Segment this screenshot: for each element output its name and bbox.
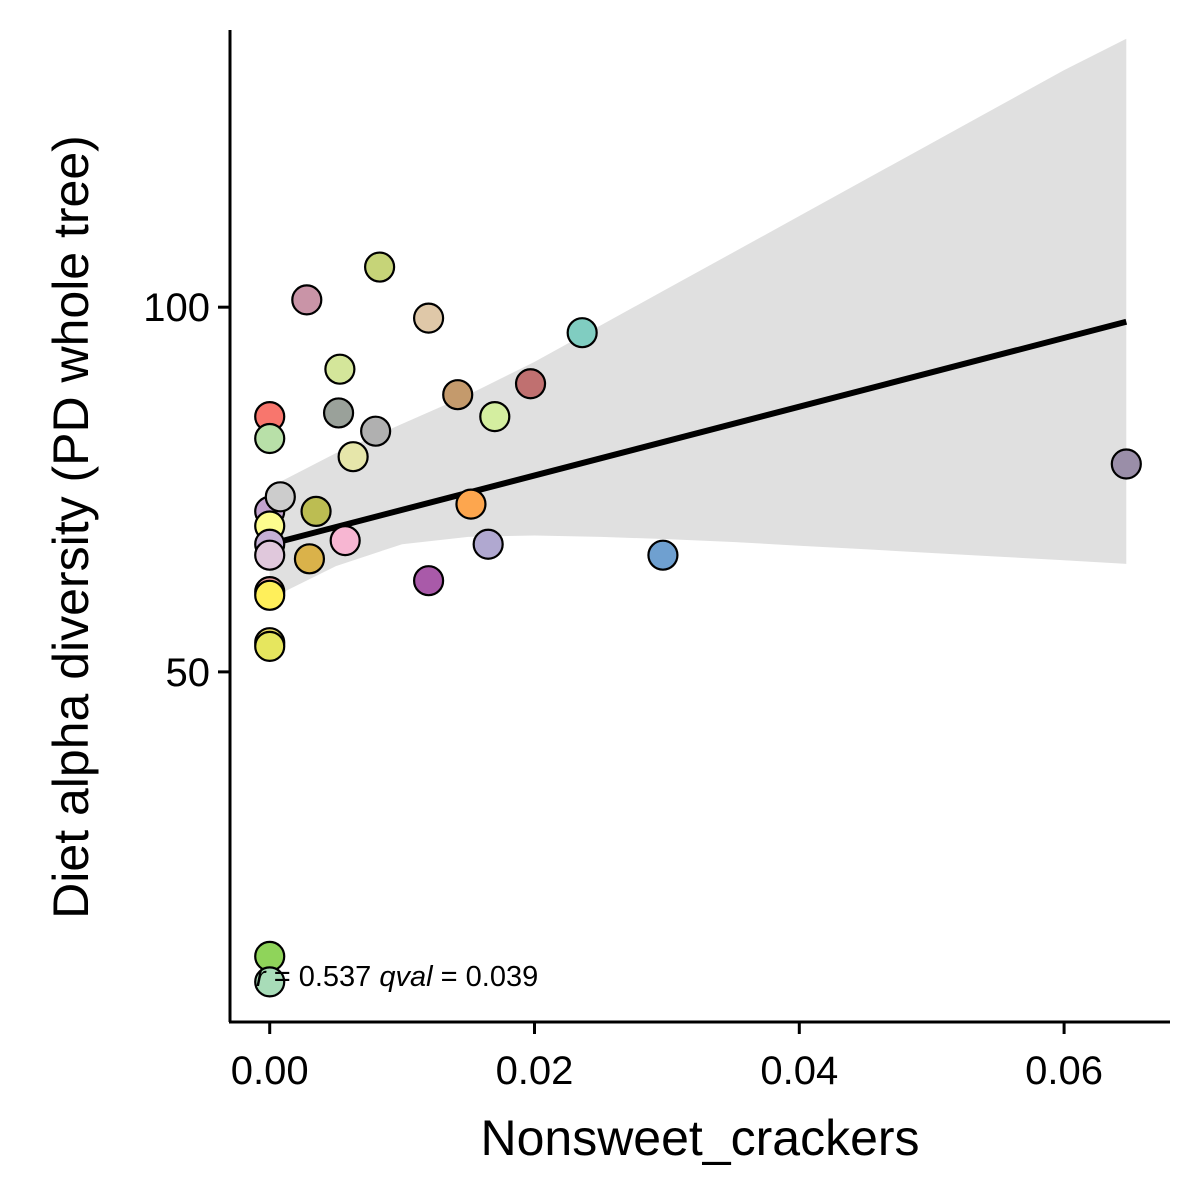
data-point: [337, 441, 369, 473]
x-tick-label: 0.00: [231, 1049, 309, 1093]
data-point: [300, 495, 332, 528]
x-ticks-layer: 0.00 0.02 0.04 0.06: [231, 1022, 1103, 1093]
x-tick-label: 0.04: [760, 1049, 838, 1093]
data-point: [254, 579, 286, 611]
regression-line: [268, 318, 1128, 548]
y-tick-label: 100: [143, 286, 210, 330]
data-point: [264, 481, 296, 513]
data-point: [360, 415, 392, 447]
data-point: [291, 284, 323, 316]
y-tick-label: 50: [166, 651, 211, 695]
x-tick-label: 0.06: [1025, 1049, 1103, 1093]
confidence-band-layer: [269, 38, 1127, 599]
y-axis-title: Diet alpha diversity (PD whole tree): [43, 135, 99, 919]
data-point: [1110, 448, 1142, 480]
data-point: [254, 630, 286, 662]
data-point: [324, 353, 356, 385]
x-axis-title: Nonsweet_crackers: [480, 1110, 919, 1166]
stat-r-label: r: [256, 961, 267, 993]
data-point: [412, 565, 445, 597]
data-point: [322, 397, 355, 429]
data-point: [254, 422, 286, 455]
data-point: [514, 368, 547, 400]
data-point: [254, 966, 286, 998]
data-point: [455, 488, 487, 520]
data-point: [479, 400, 511, 433]
data-point: [293, 543, 326, 575]
confidence-band: [269, 38, 1127, 599]
stat-r-value: = 0.537: [274, 961, 372, 993]
stat-q-label: qval: [379, 961, 434, 993]
data-point: [442, 379, 474, 411]
stat-annotation: r = 0.537 qval = 0.039: [256, 961, 538, 993]
data-point: [364, 251, 396, 283]
x-tick-label: 0.02: [496, 1049, 574, 1093]
data-point: [329, 524, 361, 557]
data-point: [254, 539, 286, 571]
data-point: [412, 302, 445, 334]
data-point: [647, 539, 679, 571]
data-points-layer: [254, 251, 1142, 998]
data-point: [566, 317, 598, 349]
data-point: [472, 528, 504, 560]
regression-line-layer: [268, 318, 1128, 548]
y-ticks-layer: 50 100: [143, 286, 230, 695]
stat-q-value: = 0.039: [441, 961, 539, 993]
